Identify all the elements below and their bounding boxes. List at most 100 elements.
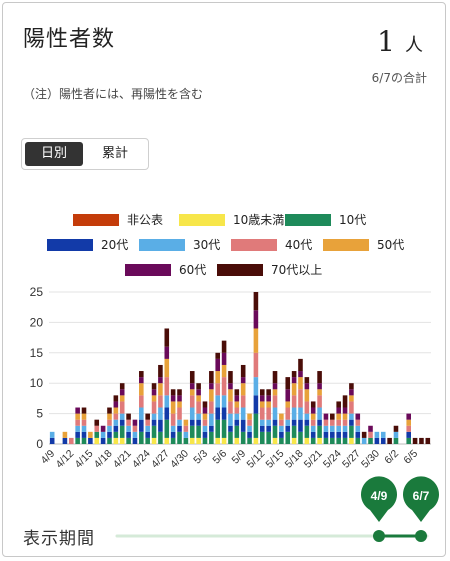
bar-segment[interactable] bbox=[189, 425, 195, 438]
bar-segment[interactable] bbox=[279, 419, 284, 426]
bar-segment[interactable] bbox=[100, 431, 106, 438]
bar-segment[interactable] bbox=[177, 401, 182, 408]
bar-segment[interactable] bbox=[361, 431, 367, 438]
bar-segment[interactable] bbox=[158, 383, 163, 396]
bar-segment[interactable] bbox=[158, 377, 163, 384]
bar-segment[interactable] bbox=[272, 389, 278, 396]
bar-segment[interactable] bbox=[342, 431, 348, 438]
bar-segment[interactable] bbox=[170, 431, 176, 438]
bar-segment[interactable] bbox=[291, 383, 297, 396]
bar-segment[interactable] bbox=[62, 431, 68, 438]
bar-segment[interactable] bbox=[317, 389, 322, 396]
bar-segment[interactable] bbox=[215, 352, 220, 359]
bar-segment[interactable] bbox=[228, 401, 233, 414]
bar-segment[interactable] bbox=[202, 419, 208, 426]
bar-segment[interactable] bbox=[330, 425, 335, 432]
bar-segment[interactable] bbox=[196, 401, 201, 414]
bar-segment[interactable] bbox=[253, 377, 259, 396]
bar-segment[interactable] bbox=[240, 407, 246, 420]
bar-segment[interactable] bbox=[266, 401, 271, 408]
bar-segment[interactable] bbox=[266, 419, 271, 426]
bar-segment[interactable] bbox=[259, 389, 265, 396]
bar-segment[interactable] bbox=[126, 419, 131, 426]
bar-segment[interactable] bbox=[304, 437, 310, 444]
bar-segment[interactable] bbox=[285, 401, 291, 408]
bar-segment[interactable] bbox=[164, 395, 170, 408]
bar-segment[interactable] bbox=[298, 389, 303, 408]
bar-segment[interactable] bbox=[285, 431, 291, 444]
cumulative-button[interactable]: 累計 bbox=[101, 146, 128, 161]
bar-segment[interactable] bbox=[119, 395, 125, 402]
bar-segment[interactable] bbox=[240, 364, 246, 378]
bar-segment[interactable] bbox=[145, 425, 150, 432]
bar-segment[interactable] bbox=[298, 377, 303, 390]
bar-segment[interactable] bbox=[158, 431, 163, 444]
bar-segment[interactable] bbox=[215, 395, 220, 408]
bar-segment[interactable] bbox=[183, 431, 189, 438]
bar-segment[interactable] bbox=[228, 389, 233, 402]
bar-segment[interactable] bbox=[119, 413, 125, 420]
bar-segment[interactable] bbox=[202, 431, 208, 438]
bar-segment[interactable] bbox=[164, 407, 170, 420]
bar-segment[interactable] bbox=[266, 395, 271, 402]
bar-segment[interactable] bbox=[272, 425, 278, 438]
bar-segment[interactable] bbox=[272, 395, 278, 408]
bar-segment[interactable] bbox=[406, 425, 411, 432]
bar-segment[interactable] bbox=[177, 431, 182, 444]
bar-segment[interactable] bbox=[291, 377, 297, 384]
bar-segment[interactable] bbox=[209, 431, 214, 444]
bar-segment[interactable] bbox=[336, 407, 341, 414]
bar-segment[interactable] bbox=[406, 437, 411, 444]
bar-segment[interactable] bbox=[234, 437, 240, 444]
bar-segment[interactable] bbox=[107, 431, 112, 438]
bar-segment[interactable] bbox=[259, 425, 265, 432]
bar-segment[interactable] bbox=[196, 389, 201, 396]
bar-segment[interactable] bbox=[209, 425, 214, 432]
bar-segment[interactable] bbox=[304, 419, 310, 426]
bar-segment[interactable] bbox=[209, 371, 214, 384]
bar-segment[interactable] bbox=[88, 431, 93, 438]
bar-segment[interactable] bbox=[151, 389, 157, 396]
bar-segment[interactable] bbox=[393, 437, 399, 444]
bar-segment[interactable] bbox=[221, 377, 227, 396]
bar-segment[interactable] bbox=[291, 437, 297, 444]
bar-segment[interactable] bbox=[158, 407, 163, 420]
bar-segment[interactable] bbox=[266, 389, 271, 396]
bar-segment[interactable] bbox=[285, 419, 291, 426]
bar-segment[interactable] bbox=[298, 419, 303, 432]
bar-segment[interactable] bbox=[279, 431, 284, 438]
bar-segment[interactable] bbox=[368, 431, 373, 438]
bar-segment[interactable] bbox=[304, 413, 310, 420]
bar-segment[interactable] bbox=[189, 407, 195, 420]
bar-segment[interactable] bbox=[139, 419, 144, 432]
bar-segment[interactable] bbox=[304, 401, 310, 414]
bar-segment[interactable] bbox=[221, 340, 227, 353]
bar-segment[interactable] bbox=[170, 437, 176, 444]
bar-segment[interactable] bbox=[119, 425, 125, 438]
bar-segment[interactable] bbox=[107, 437, 112, 444]
bar-segment[interactable] bbox=[119, 401, 125, 414]
bar-segment[interactable] bbox=[119, 389, 125, 396]
bar-segment[interactable] bbox=[177, 395, 182, 402]
bar-segment[interactable] bbox=[349, 437, 354, 444]
bar-segment[interactable] bbox=[94, 425, 100, 432]
bar-segment[interactable] bbox=[119, 383, 125, 390]
bar-segment[interactable] bbox=[330, 431, 335, 438]
bar-segment[interactable] bbox=[49, 437, 55, 444]
bar-segment[interactable] bbox=[100, 437, 106, 444]
bar-segment[interactable] bbox=[75, 407, 80, 414]
bar-segment[interactable] bbox=[107, 413, 112, 420]
bar-segment[interactable] bbox=[215, 371, 220, 384]
bar-segment[interactable] bbox=[349, 419, 354, 426]
bar-segment[interactable] bbox=[202, 401, 208, 408]
bar-segment[interactable] bbox=[336, 437, 341, 444]
bar-segment[interactable] bbox=[189, 371, 195, 384]
bar-segment[interactable] bbox=[139, 431, 144, 444]
bar-segment[interactable] bbox=[406, 413, 411, 420]
bar-segment[interactable] bbox=[151, 419, 157, 426]
bar-segment[interactable] bbox=[151, 395, 157, 402]
bar-segment[interactable] bbox=[189, 383, 195, 390]
bar-segment[interactable] bbox=[107, 425, 112, 432]
bar-segment[interactable] bbox=[349, 413, 354, 420]
bar-segment[interactable] bbox=[164, 346, 170, 359]
